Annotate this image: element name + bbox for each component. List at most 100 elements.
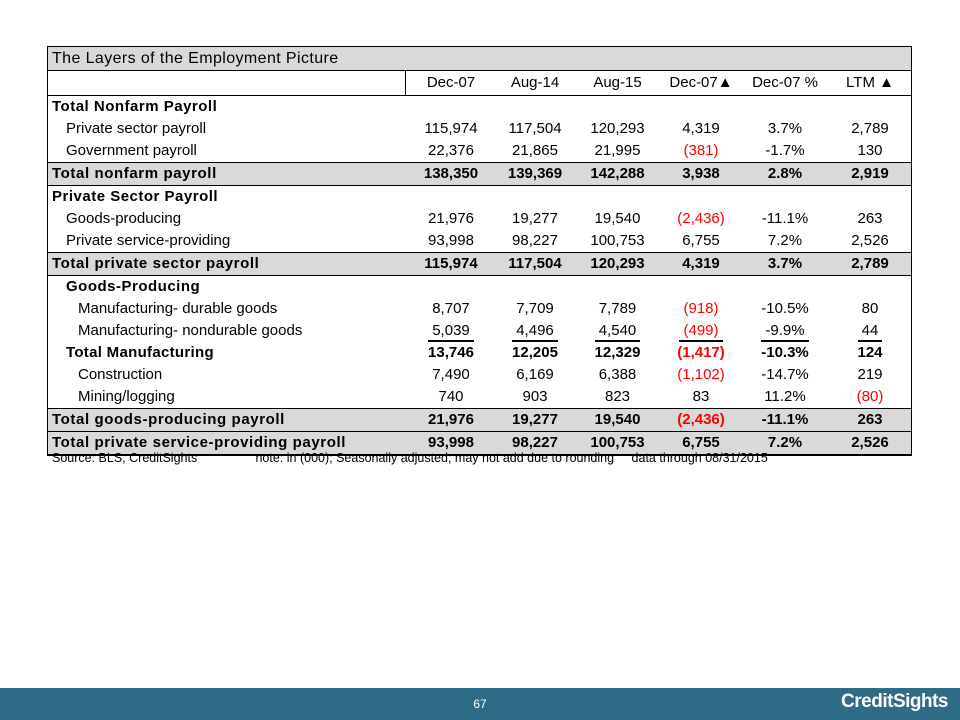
header-row: Dec-07 Aug-14 Aug-15 Dec-07▲ Dec-07 % LT… bbox=[48, 71, 911, 96]
col-header: Aug-14 bbox=[510, 74, 560, 91]
table-cell: 5,039 bbox=[428, 322, 474, 342]
row-label: Manufacturing- nondurable goods bbox=[78, 322, 303, 339]
table-cell: (381) bbox=[683, 142, 719, 159]
table-cell: 12,329 bbox=[594, 344, 641, 361]
row-label: Total goods-producing payroll bbox=[52, 411, 285, 428]
table-cell: 11.2% bbox=[764, 388, 806, 405]
table-cell: 80 bbox=[861, 300, 879, 317]
table-cell: 3.7% bbox=[767, 120, 803, 137]
table-cell: -10.3% bbox=[761, 344, 809, 361]
table-cell: -11.1% bbox=[761, 411, 809, 428]
table-cell: -10.5% bbox=[761, 300, 809, 317]
table-cell: 2.8% bbox=[767, 165, 803, 182]
table-cell: (80) bbox=[856, 388, 884, 405]
table-cell: 6,388 bbox=[598, 366, 637, 383]
note-text: note: in (000); Seasonally adjusted; may… bbox=[255, 451, 615, 465]
table-cell: 6,755 bbox=[682, 434, 720, 451]
table-cell: 7,789 bbox=[598, 300, 637, 317]
table-cell: 22,376 bbox=[428, 142, 474, 159]
table-cell: 7,490 bbox=[432, 366, 470, 383]
table-cell: 83 bbox=[692, 388, 710, 405]
section-title-row: Total Nonfarm Payroll bbox=[48, 96, 911, 118]
col-header: Dec-07 bbox=[426, 74, 476, 91]
table-cell: 8,707 bbox=[432, 300, 470, 317]
employment-table: The Layers of the Employment Picture Dec… bbox=[47, 46, 912, 456]
table-cell: 21,976 bbox=[428, 411, 474, 428]
subtotal-row: Total Manufacturing 13,746 12,205 12,329… bbox=[48, 342, 911, 364]
table-cell: 139,369 bbox=[507, 165, 563, 182]
table-title: The Layers of the Employment Picture bbox=[48, 47, 911, 71]
table-cell: 19,277 bbox=[512, 210, 558, 227]
row-label: Total private sector payroll bbox=[52, 255, 260, 272]
table-cell: 219 bbox=[857, 366, 883, 383]
table-cell: 93,998 bbox=[428, 434, 474, 451]
table-cell: -11.1% bbox=[761, 210, 809, 227]
table-row: Goods-producing 21,976 19,277 19,540 (2,… bbox=[48, 208, 911, 230]
table-cell: -14.7% bbox=[761, 366, 809, 383]
table-cell: 740 bbox=[438, 388, 464, 405]
table-cell: 115,974 bbox=[424, 255, 478, 272]
table-cell: 2,789 bbox=[851, 120, 889, 137]
table-cell: 4,496 bbox=[512, 322, 558, 342]
table-cell: 98,227 bbox=[512, 232, 558, 249]
table-cell: 117,504 bbox=[508, 255, 562, 272]
table-cell: 21,976 bbox=[428, 210, 474, 227]
table-cell: 93,998 bbox=[428, 232, 474, 249]
table-cell: 100,753 bbox=[590, 434, 645, 451]
table-cell: 7,709 bbox=[516, 300, 554, 317]
table-cell: 138,350 bbox=[423, 165, 479, 182]
table-cell: 263 bbox=[857, 411, 883, 428]
table-cell: 142,288 bbox=[590, 165, 645, 182]
table-cell: 100,753 bbox=[590, 232, 645, 249]
table-cell: 124 bbox=[857, 344, 883, 361]
row-label: Private sector payroll bbox=[66, 120, 207, 137]
table-row: Private sector payroll 115,974 117,504 1… bbox=[48, 118, 911, 140]
section-title-row: Private Sector Payroll bbox=[48, 186, 911, 208]
table-cell: 44 bbox=[857, 322, 883, 342]
col-header: Aug-15 bbox=[593, 74, 642, 91]
table-row: Government payroll 22,376 21,865 21,995 … bbox=[48, 140, 911, 162]
row-label: Goods-producing bbox=[66, 210, 182, 227]
row-label: Construction bbox=[78, 366, 163, 383]
row-label: Private service-providing bbox=[66, 232, 231, 249]
table-cell: 130 bbox=[857, 142, 883, 159]
table-cell: 2,789 bbox=[851, 255, 889, 272]
col-header: Dec-07▲ bbox=[669, 74, 733, 91]
source-text: Source: BLS, CreditSights bbox=[52, 451, 198, 465]
col-header: LTM ▲ bbox=[846, 74, 894, 91]
table-cell: 21,865 bbox=[512, 142, 558, 159]
table-cell: 19,540 bbox=[594, 411, 641, 428]
table-cell: 263 bbox=[857, 210, 883, 227]
section-title: Total Nonfarm Payroll bbox=[52, 98, 218, 115]
table-cell: 12,205 bbox=[512, 344, 558, 361]
table-cell: (2,436) bbox=[677, 411, 725, 428]
table-cell: -9.9% bbox=[761, 322, 809, 342]
table-cell: 4,319 bbox=[682, 120, 720, 137]
row-label: Total private service-providing payroll bbox=[52, 434, 347, 451]
total-row: Total goods-producing payroll 21,976 19,… bbox=[48, 408, 911, 432]
table-cell: 2,526 bbox=[851, 434, 889, 451]
table-row: Mining/logging 740 903 823 83 11.2% (80) bbox=[48, 386, 911, 408]
table-cell: 115,974 bbox=[424, 120, 478, 137]
table-cell: 7.2% bbox=[767, 232, 803, 249]
table-cell: -1.7% bbox=[765, 142, 805, 159]
section-title-row: Goods-Producing bbox=[48, 276, 911, 298]
section-title: Private Sector Payroll bbox=[52, 188, 219, 205]
table-cell: 4,540 bbox=[594, 322, 641, 342]
table-cell: (1,417) bbox=[677, 344, 725, 361]
table-cell: 6,169 bbox=[516, 366, 554, 383]
data-through-text: data through 08/31/2015 bbox=[631, 451, 768, 465]
table-cell: 19,277 bbox=[512, 411, 558, 428]
table-row: Construction 7,490 6,169 6,388 (1,102) -… bbox=[48, 364, 911, 386]
table-cell: 2,526 bbox=[851, 232, 889, 249]
creditsights-logo: CreditSights bbox=[841, 691, 948, 712]
row-label: Total Manufacturing bbox=[66, 344, 214, 361]
total-row: Total private sector payroll 115,974 117… bbox=[48, 252, 911, 276]
table-cell: 903 bbox=[522, 388, 548, 405]
table-row: Manufacturing- durable goods 8,707 7,709… bbox=[48, 298, 911, 320]
table-row: Manufacturing- nondurable goods 5,039 4,… bbox=[48, 320, 911, 342]
table-cell: 3.7% bbox=[767, 255, 803, 272]
table-cell: 6,755 bbox=[682, 232, 720, 249]
table-cell: 823 bbox=[604, 388, 631, 405]
table-cell: 7.2% bbox=[767, 434, 803, 451]
